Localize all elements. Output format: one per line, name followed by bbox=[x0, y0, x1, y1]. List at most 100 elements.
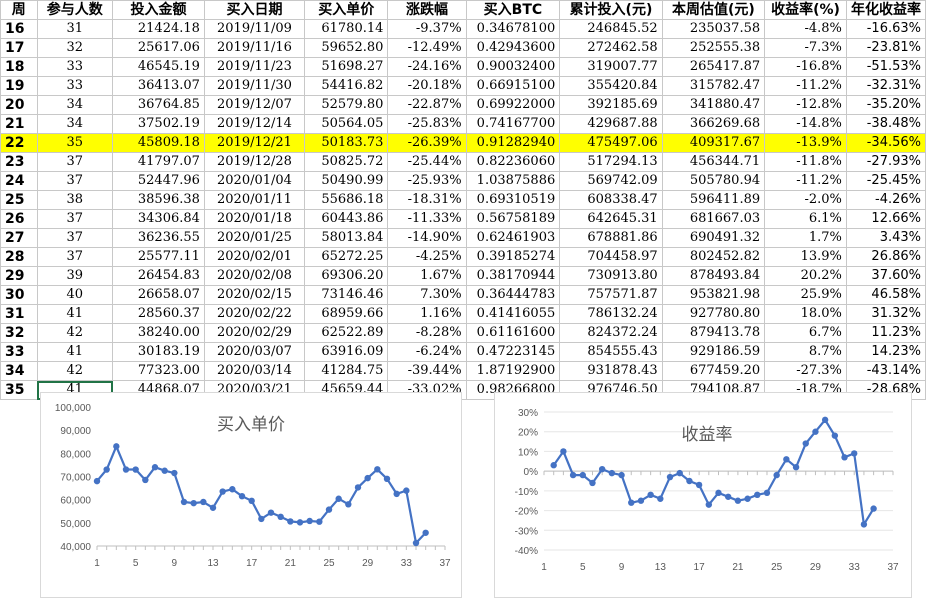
cell-return-rate[interactable]: 6.1% bbox=[764, 209, 847, 229]
cell-participants[interactable]: 37 bbox=[36, 152, 114, 172]
cell-week[interactable]: 16 bbox=[0, 19, 38, 39]
cell-buy-date[interactable]: 2019/12/21 bbox=[203, 133, 306, 153]
cell-cumulative-invest[interactable]: 272462.58 bbox=[559, 38, 663, 58]
cell-btc-bought[interactable]: 0.62461903 bbox=[465, 228, 561, 248]
cell-btc-bought[interactable]: 0.66915100 bbox=[465, 76, 561, 96]
cell-buy-price[interactable]: 63916.09 bbox=[304, 342, 389, 362]
header-invest-amount[interactable]: 投入金额 bbox=[112, 0, 205, 20]
cell-annualized-return[interactable]: -32.31% bbox=[845, 76, 926, 96]
cell-btc-bought[interactable]: 0.39185274 bbox=[465, 247, 561, 267]
cell-buy-price[interactable]: 50183.73 bbox=[304, 133, 389, 153]
cell-return-rate[interactable]: 18.0% bbox=[764, 304, 847, 324]
cell-invest-amount[interactable]: 38240.00 bbox=[112, 323, 205, 343]
cell-buy-price[interactable]: 65272.25 bbox=[304, 247, 389, 267]
cell-weekly-valuation[interactable]: 681667.03 bbox=[661, 209, 766, 229]
cell-return-rate[interactable]: 1.7% bbox=[764, 228, 847, 248]
cell-return-rate[interactable]: -13.9% bbox=[764, 133, 847, 153]
cell-participants[interactable]: 37 bbox=[36, 247, 114, 267]
cell-change[interactable]: -11.33% bbox=[387, 209, 467, 229]
cell-buy-date[interactable]: 2019/12/28 bbox=[203, 152, 306, 172]
cell-cumulative-invest[interactable]: 854555.43 bbox=[559, 342, 663, 362]
cell-invest-amount[interactable]: 77323.00 bbox=[112, 361, 205, 381]
cell-annualized-return[interactable]: -27.93% bbox=[845, 152, 926, 172]
cell-buy-date[interactable]: 2020/01/11 bbox=[203, 190, 306, 210]
cell-btc-bought[interactable]: 1.87192900 bbox=[465, 361, 561, 381]
cell-change[interactable]: -25.83% bbox=[387, 114, 467, 134]
cell-return-rate[interactable]: 20.2% bbox=[764, 266, 847, 286]
cell-change[interactable]: -26.39% bbox=[387, 133, 467, 153]
cell-participants[interactable]: 41 bbox=[36, 304, 114, 324]
cell-buy-price[interactable]: 41284.75 bbox=[304, 361, 389, 381]
cell-week[interactable]: 35 bbox=[0, 380, 38, 400]
cell-week[interactable]: 31 bbox=[0, 304, 38, 324]
cell-change[interactable]: -8.28% bbox=[387, 323, 467, 343]
cell-cumulative-invest[interactable]: 704458.97 bbox=[559, 247, 663, 267]
cell-invest-amount[interactable]: 25617.06 bbox=[112, 38, 205, 58]
cell-buy-price[interactable]: 50825.72 bbox=[304, 152, 389, 172]
cell-cumulative-invest[interactable]: 246845.52 bbox=[559, 19, 663, 39]
header-annualized-return[interactable]: 年化收益率 bbox=[845, 0, 926, 20]
cell-invest-amount[interactable]: 25577.11 bbox=[112, 247, 205, 267]
cell-change[interactable]: -9.37% bbox=[387, 19, 467, 39]
cell-btc-bought[interactable]: 0.42943600 bbox=[465, 38, 561, 58]
cell-return-rate[interactable]: -2.0% bbox=[764, 190, 847, 210]
cell-buy-date[interactable]: 2020/02/22 bbox=[203, 304, 306, 324]
cell-weekly-valuation[interactable]: 879413.78 bbox=[661, 323, 766, 343]
header-participants[interactable]: 参与人数 bbox=[36, 0, 114, 20]
cell-week[interactable]: 20 bbox=[0, 95, 38, 115]
cell-buy-price[interactable]: 69306.20 bbox=[304, 266, 389, 286]
cell-change[interactable]: 1.16% bbox=[387, 304, 467, 324]
cell-cumulative-invest[interactable]: 429687.88 bbox=[559, 114, 663, 134]
cell-btc-bought[interactable]: 1.03875886 bbox=[465, 171, 561, 191]
cell-invest-amount[interactable]: 26658.07 bbox=[112, 285, 205, 305]
cell-participants[interactable]: 37 bbox=[36, 209, 114, 229]
cell-weekly-valuation[interactable]: 596411.89 bbox=[661, 190, 766, 210]
cell-buy-date[interactable]: 2019/11/09 bbox=[203, 19, 306, 39]
cell-weekly-valuation[interactable]: 927780.80 bbox=[661, 304, 766, 324]
cell-week[interactable]: 18 bbox=[0, 57, 38, 77]
cell-invest-amount[interactable]: 36236.55 bbox=[112, 228, 205, 248]
cell-buy-price[interactable]: 58013.84 bbox=[304, 228, 389, 248]
cell-change[interactable]: 7.30% bbox=[387, 285, 467, 305]
cell-change[interactable]: -18.31% bbox=[387, 190, 467, 210]
header-return-rate[interactable]: 收益率(%) bbox=[764, 0, 847, 20]
cell-annualized-return[interactable]: 26.86% bbox=[845, 247, 926, 267]
cell-annualized-return[interactable]: -4.26% bbox=[845, 190, 926, 210]
cell-cumulative-invest[interactable]: 319007.77 bbox=[559, 57, 663, 77]
cell-invest-amount[interactable]: 41797.07 bbox=[112, 152, 205, 172]
cell-change[interactable]: -6.24% bbox=[387, 342, 467, 362]
header-btc-bought[interactable]: 买入BTC bbox=[465, 0, 561, 20]
cell-btc-bought[interactable]: 0.91282940 bbox=[465, 133, 561, 153]
cell-participants[interactable]: 37 bbox=[36, 171, 114, 191]
cell-buy-date[interactable]: 2019/11/16 bbox=[203, 38, 306, 58]
cell-btc-bought[interactable]: 0.34678100 bbox=[465, 19, 561, 39]
return-rate-chart[interactable]: -40% -30% -20% -10% 0% 10% 20% 30% 1 5 9 13 17 21 25 29… bbox=[494, 392, 912, 598]
header-cumulative-invest[interactable]: 累计投入(元) bbox=[559, 0, 663, 20]
cell-btc-bought[interactable]: 0.61161600 bbox=[465, 323, 561, 343]
cell-weekly-valuation[interactable]: 505780.94 bbox=[661, 171, 766, 191]
cell-return-rate[interactable]: -11.2% bbox=[764, 171, 847, 191]
cell-weekly-valuation[interactable]: 341880.47 bbox=[661, 95, 766, 115]
cell-participants[interactable]: 37 bbox=[36, 228, 114, 248]
cell-return-rate[interactable]: 25.9% bbox=[764, 285, 847, 305]
cell-buy-date[interactable]: 2019/12/14 bbox=[203, 114, 306, 134]
cell-buy-date[interactable]: 2020/02/01 bbox=[203, 247, 306, 267]
cell-return-rate[interactable]: -16.8% bbox=[764, 57, 847, 77]
cell-week[interactable]: 34 bbox=[0, 361, 38, 381]
cell-week[interactable]: 21 bbox=[0, 114, 38, 134]
buy-price-chart[interactable]: 40,000 50,000 60,000 70,000 80,000 90,000 100,… bbox=[40, 392, 462, 598]
cell-weekly-valuation[interactable]: 265417.87 bbox=[661, 57, 766, 77]
cell-btc-bought[interactable]: 0.69922000 bbox=[465, 95, 561, 115]
cell-buy-date[interactable]: 2019/11/30 bbox=[203, 76, 306, 96]
cell-annualized-return[interactable]: 11.23% bbox=[845, 323, 926, 343]
cell-participants[interactable]: 39 bbox=[36, 266, 114, 286]
cell-cumulative-invest[interactable]: 757571.87 bbox=[559, 285, 663, 305]
cell-annualized-return[interactable]: 3.43% bbox=[845, 228, 926, 248]
cell-buy-price[interactable]: 50564.05 bbox=[304, 114, 389, 134]
cell-annualized-return[interactable]: -25.45% bbox=[845, 171, 926, 191]
cell-change[interactable]: -39.44% bbox=[387, 361, 467, 381]
cell-change[interactable]: -4.25% bbox=[387, 247, 467, 267]
cell-btc-bought[interactable]: 0.69310519 bbox=[465, 190, 561, 210]
cell-week[interactable]: 27 bbox=[0, 228, 38, 248]
cell-weekly-valuation[interactable]: 252555.38 bbox=[661, 38, 766, 58]
